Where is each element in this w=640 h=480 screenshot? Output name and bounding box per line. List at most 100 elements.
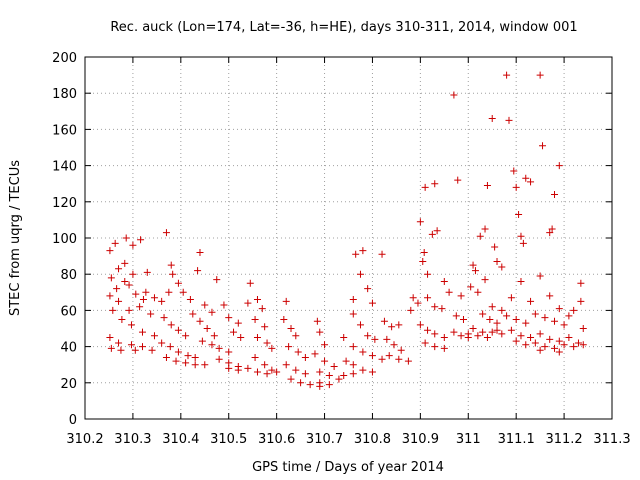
y-tick-label: 140 bbox=[52, 160, 77, 175]
data-point bbox=[179, 288, 187, 296]
data-point bbox=[280, 315, 288, 323]
data-point bbox=[431, 303, 439, 311]
data-point bbox=[488, 303, 496, 311]
data-point bbox=[431, 343, 439, 351]
data-point bbox=[527, 178, 535, 186]
data-point bbox=[349, 343, 357, 351]
data-point bbox=[356, 270, 364, 278]
data-point bbox=[169, 270, 177, 278]
x-tick-label: 310.6 bbox=[258, 432, 295, 447]
data-point bbox=[113, 285, 121, 293]
data-point bbox=[419, 258, 427, 266]
data-point bbox=[546, 292, 554, 300]
data-point bbox=[503, 71, 511, 79]
data-point bbox=[531, 339, 539, 347]
data-point bbox=[253, 368, 261, 376]
y-tick-label: 60 bbox=[60, 304, 77, 319]
data-point bbox=[143, 268, 151, 276]
y-tick-label: 20 bbox=[60, 377, 77, 392]
y-axis-label: STEC from uqrg / TECUs bbox=[8, 160, 23, 316]
data-point bbox=[167, 321, 175, 329]
y-tick-label: 180 bbox=[52, 87, 77, 102]
data-point bbox=[165, 288, 173, 296]
data-point bbox=[546, 229, 554, 237]
data-point bbox=[464, 330, 472, 338]
data-point bbox=[107, 344, 115, 352]
data-point bbox=[287, 325, 295, 332]
data-point bbox=[483, 334, 491, 342]
data-point bbox=[555, 162, 563, 170]
data-point bbox=[474, 332, 482, 340]
data-point bbox=[433, 227, 441, 235]
data-point bbox=[536, 71, 544, 79]
data-point bbox=[555, 337, 563, 345]
data-point bbox=[349, 361, 357, 369]
data-point bbox=[486, 315, 494, 323]
data-point bbox=[297, 379, 305, 387]
data-point bbox=[551, 191, 559, 199]
data-point bbox=[115, 265, 123, 273]
data-point bbox=[539, 142, 547, 150]
data-point bbox=[414, 299, 422, 307]
data-point bbox=[148, 346, 156, 354]
data-point bbox=[512, 337, 520, 345]
data-point bbox=[541, 314, 549, 322]
data-point bbox=[162, 229, 170, 237]
data-point bbox=[450, 91, 458, 99]
data-point bbox=[356, 321, 364, 329]
data-point bbox=[522, 319, 530, 327]
data-point bbox=[208, 341, 216, 349]
data-point bbox=[454, 176, 462, 184]
data-point bbox=[198, 337, 206, 345]
data-point bbox=[503, 312, 511, 320]
data-point bbox=[174, 279, 182, 287]
data-point bbox=[517, 277, 525, 285]
data-point bbox=[474, 288, 482, 296]
data-point bbox=[551, 344, 559, 352]
data-point bbox=[483, 182, 491, 190]
data-point bbox=[137, 236, 145, 244]
data-point bbox=[201, 301, 209, 309]
data-point bbox=[125, 281, 133, 289]
data-point bbox=[111, 239, 119, 247]
x-tick-label: 310.5 bbox=[210, 432, 247, 447]
data-point bbox=[127, 321, 135, 329]
data-point bbox=[536, 346, 544, 354]
tick-layer: 0 20 40 60 80 100 120 140 160 180 200 310.2 310.3 310… bbox=[52, 51, 630, 447]
data-point bbox=[570, 343, 578, 351]
data-point bbox=[121, 259, 129, 267]
data-point bbox=[325, 372, 333, 380]
data-point bbox=[234, 319, 242, 327]
data-point bbox=[184, 352, 192, 360]
data-point bbox=[174, 348, 182, 356]
data-point bbox=[117, 346, 125, 354]
y-tick-label: 120 bbox=[52, 196, 77, 211]
data-point bbox=[579, 341, 587, 349]
x-tick-label: 311.2 bbox=[545, 432, 582, 447]
data-point bbox=[517, 232, 525, 240]
data-point bbox=[182, 359, 190, 367]
data-point bbox=[420, 248, 428, 256]
data-point bbox=[440, 344, 448, 352]
data-point bbox=[505, 116, 513, 124]
data-point bbox=[424, 270, 432, 278]
data-point bbox=[349, 296, 357, 304]
data-point bbox=[321, 341, 329, 349]
data-point bbox=[570, 306, 578, 314]
data-point bbox=[512, 183, 520, 191]
data-point bbox=[150, 294, 158, 302]
data-point bbox=[174, 326, 182, 334]
data-point bbox=[527, 297, 535, 305]
data-point bbox=[471, 267, 479, 275]
data-point bbox=[131, 346, 139, 354]
x-tick-label: 310.4 bbox=[162, 432, 199, 447]
data-point bbox=[225, 364, 233, 372]
data-point bbox=[378, 355, 386, 363]
x-tick-label: 310.7 bbox=[306, 432, 343, 447]
data-point bbox=[316, 382, 324, 390]
data-point bbox=[287, 375, 295, 383]
data-point bbox=[167, 261, 175, 269]
data-point bbox=[440, 334, 448, 342]
data-point bbox=[481, 276, 489, 284]
data-point bbox=[390, 341, 398, 349]
